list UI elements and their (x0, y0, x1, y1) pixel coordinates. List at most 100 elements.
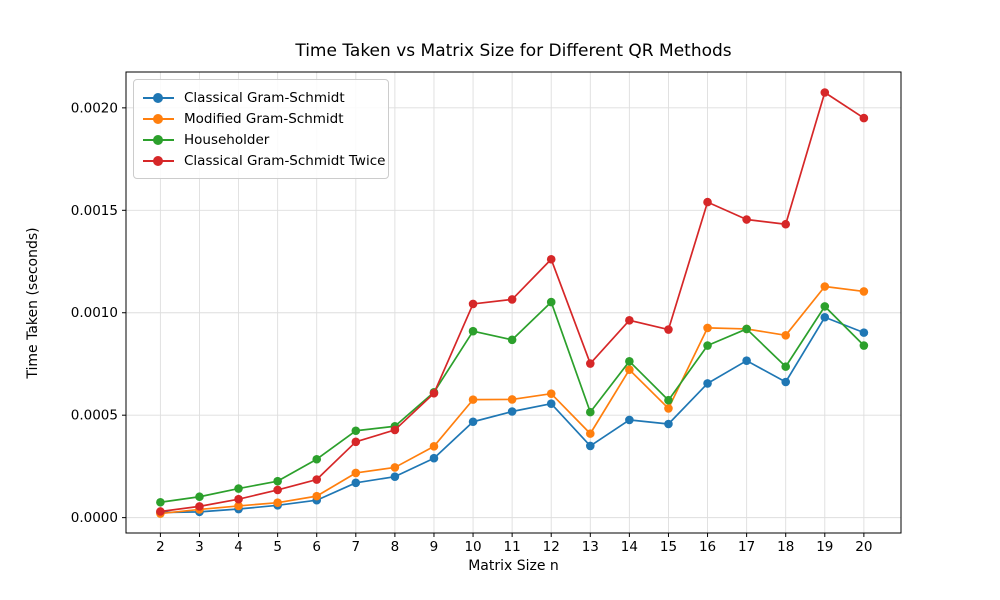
x-tick-label: 8 (391, 539, 400, 555)
legend-label: Modified Gram-Schmidt (184, 110, 344, 127)
data-point-marker (664, 419, 673, 429)
data-point-marker (585, 407, 595, 417)
data-point-marker (234, 494, 243, 504)
data-point-marker (507, 395, 517, 404)
x-tick-label: 17 (738, 539, 755, 555)
data-point-marker (507, 295, 517, 304)
x-tick-label: 19 (816, 539, 833, 555)
data-point-marker (234, 484, 243, 493)
data-point-marker (859, 328, 869, 337)
x-tick-label: 16 (699, 539, 716, 555)
data-point-marker (859, 287, 869, 296)
legend-item: Modified Gram-Schmidt (143, 108, 378, 129)
data-point-marker (625, 365, 634, 375)
data-point-marker (390, 425, 400, 435)
data-point-marker (507, 407, 517, 416)
x-tick-label: 14 (621, 539, 638, 555)
x-tick-label: 2 (156, 539, 165, 555)
data-point-marker (664, 404, 673, 413)
legend-item: Householder (143, 129, 378, 150)
y-tick-label: 0.0010 (71, 305, 118, 321)
legend-line-sample (143, 92, 174, 103)
x-tick-label: 6 (312, 539, 321, 555)
x-tick-label: 5 (273, 539, 282, 555)
data-point-marker (703, 197, 712, 207)
legend-marker-dot (153, 134, 163, 145)
data-point-marker (664, 395, 673, 405)
data-point-marker (351, 437, 361, 447)
data-point-marker (429, 442, 439, 451)
x-axis-label: Matrix Size n (468, 558, 559, 574)
legend: Classical Gram-Schmidt Modified Gram-Schm… (133, 79, 389, 179)
data-point-marker (351, 478, 361, 488)
data-point-marker (312, 454, 322, 464)
legend-marker-dot (153, 113, 163, 124)
data-point-marker (820, 88, 830, 97)
legend-marker-dot (153, 92, 163, 103)
data-point-marker (156, 497, 165, 507)
data-point-marker (468, 417, 478, 427)
data-point-marker (507, 335, 517, 345)
legend-line-sample (143, 155, 174, 166)
data-point-marker (312, 475, 322, 484)
data-point-marker (742, 324, 751, 334)
x-tick-label: 13 (582, 539, 599, 555)
data-point-marker (820, 282, 830, 291)
data-point-marker (703, 379, 712, 388)
x-tick-label: 3 (195, 539, 204, 555)
x-tick-label: 4 (234, 539, 243, 555)
data-point-marker (546, 399, 556, 409)
data-point-marker (195, 502, 204, 511)
x-tick-label: 18 (777, 539, 794, 555)
data-point-marker (585, 441, 595, 451)
data-point-marker (468, 299, 478, 309)
y-axis-label: Time Taken (seconds) (25, 227, 41, 379)
legend-label: Householder (184, 131, 270, 148)
data-point-marker (820, 312, 830, 322)
data-point-marker (703, 341, 712, 350)
axes-box (125, 71, 902, 534)
legend-line-sample (143, 113, 174, 124)
x-tick-label: 15 (660, 539, 677, 555)
data-point-marker (429, 453, 439, 463)
data-point-marker (859, 113, 869, 123)
data-point-marker (781, 362, 791, 371)
x-tick-label: 11 (504, 539, 521, 555)
data-point-marker (781, 377, 791, 387)
data-point-marker (546, 389, 556, 398)
data-point-marker (468, 326, 478, 336)
data-point-marker (234, 501, 243, 511)
legend-label: Classical Gram-Schmidt (184, 89, 345, 106)
data-point-marker (820, 302, 830, 311)
data-point-marker (156, 507, 165, 516)
data-point-marker (781, 330, 791, 340)
data-point-marker (859, 341, 869, 350)
data-point-marker (664, 325, 673, 334)
data-point-marker (742, 215, 751, 224)
data-point-marker (273, 498, 282, 507)
y-tick-label: 0.0020 (71, 100, 118, 116)
x-tick-label: 20 (855, 539, 872, 555)
legend-item: Classical Gram-Schmidt Twice (143, 150, 385, 171)
data-point-marker (195, 492, 204, 502)
x-tick-label: 9 (430, 539, 439, 555)
data-point-marker (625, 316, 634, 325)
data-point-marker (390, 472, 400, 481)
data-point-marker (273, 476, 282, 486)
x-tick-label: 7 (352, 539, 361, 555)
chart-title: Time Taken vs Matrix Size for Different … (295, 41, 732, 61)
data-point-marker (742, 356, 751, 365)
data-point-marker (625, 415, 634, 425)
data-point-marker (390, 463, 400, 472)
data-point-marker (781, 219, 791, 229)
data-point-marker (351, 468, 361, 478)
legend-label: Classical Gram-Schmidt Twice (184, 152, 386, 169)
data-point-marker (585, 359, 595, 368)
data-point-marker (703, 323, 712, 333)
data-point-marker (468, 395, 478, 404)
data-point-marker (546, 254, 556, 264)
x-tick-label: 10 (464, 539, 481, 555)
legend-line-sample (143, 134, 174, 145)
y-tick-label: 0.0005 (71, 408, 118, 424)
y-tick-label: 0.0015 (71, 203, 118, 219)
